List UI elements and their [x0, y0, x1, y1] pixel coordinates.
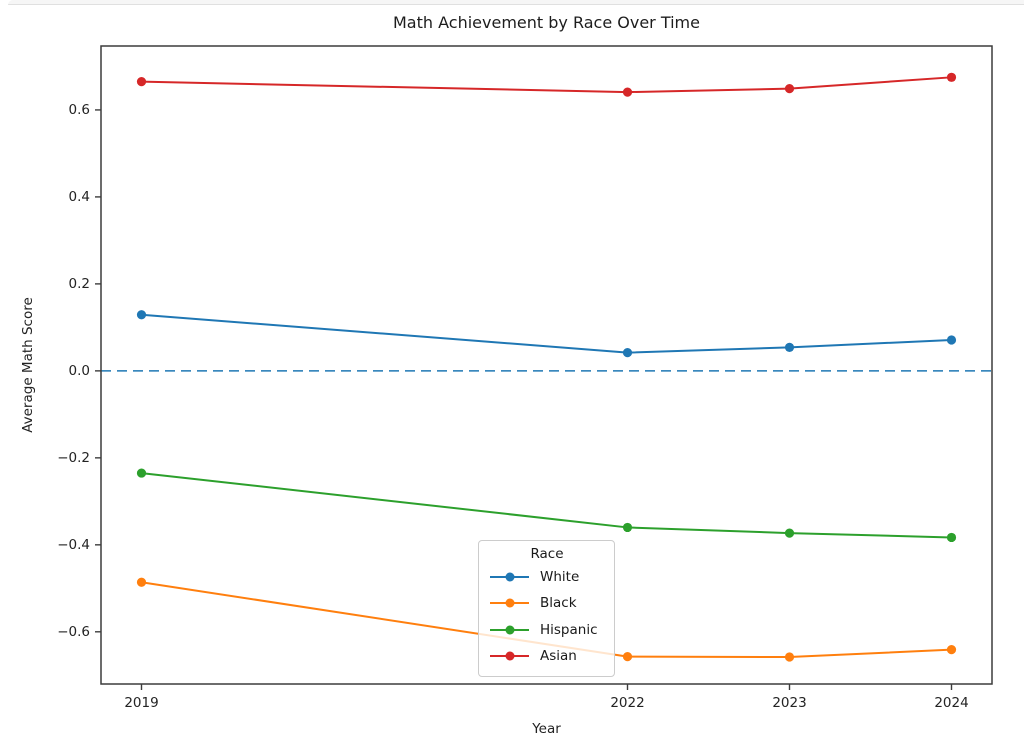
legend-label-asian: Asian: [540, 648, 577, 664]
black-series-marker: [136, 577, 147, 587]
hispanic-series-marker: [622, 522, 633, 533]
legend-entry-black: Black: [490, 590, 604, 616]
hispanic-series-line: [140, 472, 953, 539]
legend: Race White Black Hispanic Asian: [478, 540, 615, 677]
legend-entry-white: White: [490, 564, 604, 590]
hispanic-series-marker: [136, 468, 147, 478]
asian-series-line: [140, 76, 953, 94]
asian-series-marker: [784, 84, 795, 94]
legend-label-black: Black: [540, 595, 577, 611]
legend-entry-hispanic: Hispanic: [490, 617, 604, 643]
asian-series-swatch: [490, 651, 529, 662]
legend-title: Race: [530, 546, 564, 562]
asian-series-marker: [946, 72, 957, 82]
window-top-strip: [8, 0, 1024, 5]
black-series-line: [140, 581, 953, 659]
black-series-marker: [946, 645, 957, 655]
hispanic-series-marker: [784, 528, 795, 538]
white-series-swatch: [490, 571, 529, 582]
legend-entry-asian: Asian: [490, 643, 604, 669]
white-series-marker: [622, 348, 633, 358]
legend-label-white: White: [540, 568, 580, 585]
white-series-line: [140, 313, 953, 354]
black-series-marker: [784, 652, 795, 662]
white-series-marker: [946, 335, 957, 345]
black-series-marker: [622, 652, 633, 662]
white-series-marker: [784, 342, 795, 352]
chart-title: Math Achievement by Race Over Time: [393, 13, 700, 32]
hispanic-series-marker: [946, 532, 957, 543]
black-series-swatch: [490, 598, 529, 609]
white-series-marker: [136, 310, 147, 320]
hispanic-series-swatch: [490, 624, 529, 635]
asian-series-marker: [136, 77, 147, 87]
x-axis-label: Year: [532, 721, 561, 737]
axes-spines: [100, 45, 993, 685]
asian-series-marker: [622, 87, 633, 97]
legend-label-hispanic: Hispanic: [540, 621, 598, 638]
